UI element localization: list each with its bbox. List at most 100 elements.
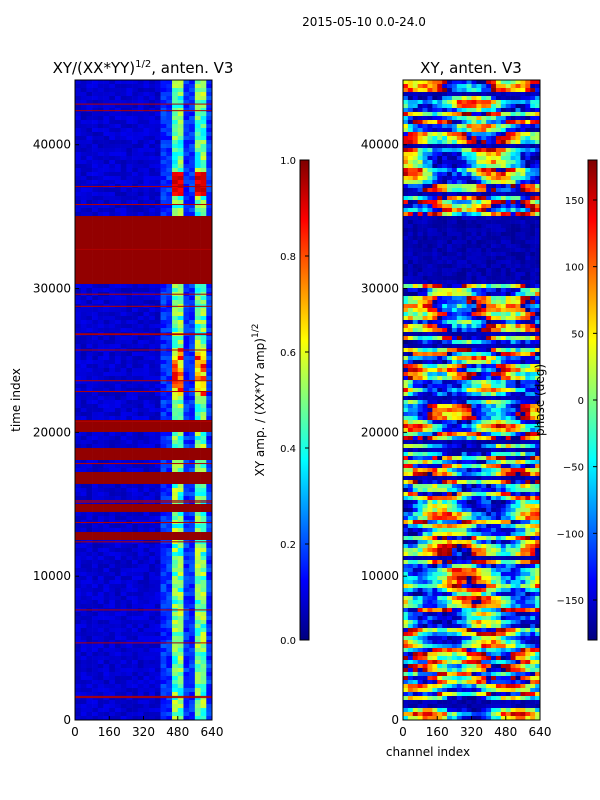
heatmap-cell [194,180,201,185]
heatmap-cell [442,216,448,221]
heatmap-cell [194,412,201,417]
heatmap-cell [92,112,99,117]
heatmap-cell [535,120,540,125]
heatmap-cell [103,652,110,657]
heatmap-cell [114,508,121,513]
heatmap-cell [137,504,144,509]
heatmap-cell [154,396,161,401]
heatmap-cell [194,472,201,477]
heatmap-cell [183,456,190,461]
heatmap-cell [114,464,121,469]
heatmap-cell [132,496,139,501]
heatmap-cell [109,124,116,129]
heatmap-cell [109,236,116,241]
heatmap-cell [200,644,207,649]
heatmap-cell [189,224,196,229]
heatmap-cell [177,168,184,173]
heatmap-cell [137,384,144,389]
heatmap-cell [109,616,116,621]
heatmap-cell [103,284,110,289]
heatmap-cell [97,368,104,373]
heatmap-cell [442,176,448,181]
heatmap-cell [427,160,433,165]
heatmap-cell [143,216,150,221]
heatmap-cell [422,224,428,229]
heatmap-cell [97,140,104,145]
heatmap-cell [525,228,531,233]
heatmap-cell [120,480,127,485]
heatmap-cell [160,572,167,577]
heatmap-cell [194,384,201,389]
heatmap-cell [510,120,516,125]
heatmap-cell [143,712,150,717]
heatmap-cell [97,364,104,369]
heatmap-cell [137,416,144,421]
heatmap-cell [109,356,116,361]
heatmap-cell [166,116,173,121]
heatmap-cell [80,464,87,469]
heatmap-cell [97,596,104,601]
heatmap-cell [471,140,477,145]
heatmap-cell [172,424,179,429]
heatmap-cell [200,228,207,233]
flag-line [75,609,212,611]
heatmap-cell [97,320,104,325]
heatmap-cell [86,92,93,97]
heatmap-cell [442,128,448,133]
heatmap-cell [154,428,161,433]
heatmap-cell [143,144,150,149]
heatmap-cell [126,192,133,197]
heatmap-cell [126,536,133,541]
heatmap-cell [481,204,487,209]
heatmap-cell [132,384,139,389]
heatmap-cell [126,364,133,369]
heatmap-cell [451,156,458,161]
heatmap-cell [143,404,150,409]
heatmap-cell [160,84,167,89]
heatmap-cell [109,344,116,349]
heatmap-cell [172,288,179,293]
heatmap-cell [481,176,487,181]
heatmap-cell [109,380,116,385]
heatmap-cell [109,504,116,509]
heatmap-cell [535,80,540,85]
heatmap-cell [109,192,116,197]
heatmap-cell [120,592,127,597]
heatmap-cell [97,464,104,469]
heatmap-cell [126,340,133,345]
heatmap-cell [177,268,184,273]
heatmap-cell [427,80,433,85]
heatmap-cell [97,448,104,453]
heatmap-cell [427,172,433,177]
heatmap-cell [154,504,161,509]
heatmap-cell [154,260,161,265]
heatmap-cell [132,592,139,597]
heatmap-cell [103,288,110,293]
heatmap-cell [403,192,409,197]
heatmap-cell [149,160,156,165]
heatmap-cell [530,164,536,169]
heatmap-cell [160,652,167,657]
heatmap-cell [491,116,497,121]
heatmap-cell [75,716,82,720]
heatmap-cell [510,128,516,133]
heatmap-cell [154,152,161,157]
heatmap-cell [206,444,212,449]
heatmap-cell [154,496,161,501]
heatmap-cell [206,200,212,205]
heatmap-cell [476,140,482,145]
heatmap-cell [172,604,179,609]
heatmap-cell [500,212,507,217]
heatmap-cell [143,232,150,237]
heatmap-cell [75,600,82,605]
heatmap-cell [183,536,190,541]
heatmap-cell [177,84,184,89]
heatmap-cell [86,396,93,401]
heatmap-cell [461,220,467,225]
heatmap-cell [505,216,511,221]
heatmap-cell [189,580,196,585]
heatmap-cell [109,160,116,165]
heatmap-cell [137,420,144,425]
heatmap-cell [403,156,409,161]
heatmap-cell [194,656,201,661]
